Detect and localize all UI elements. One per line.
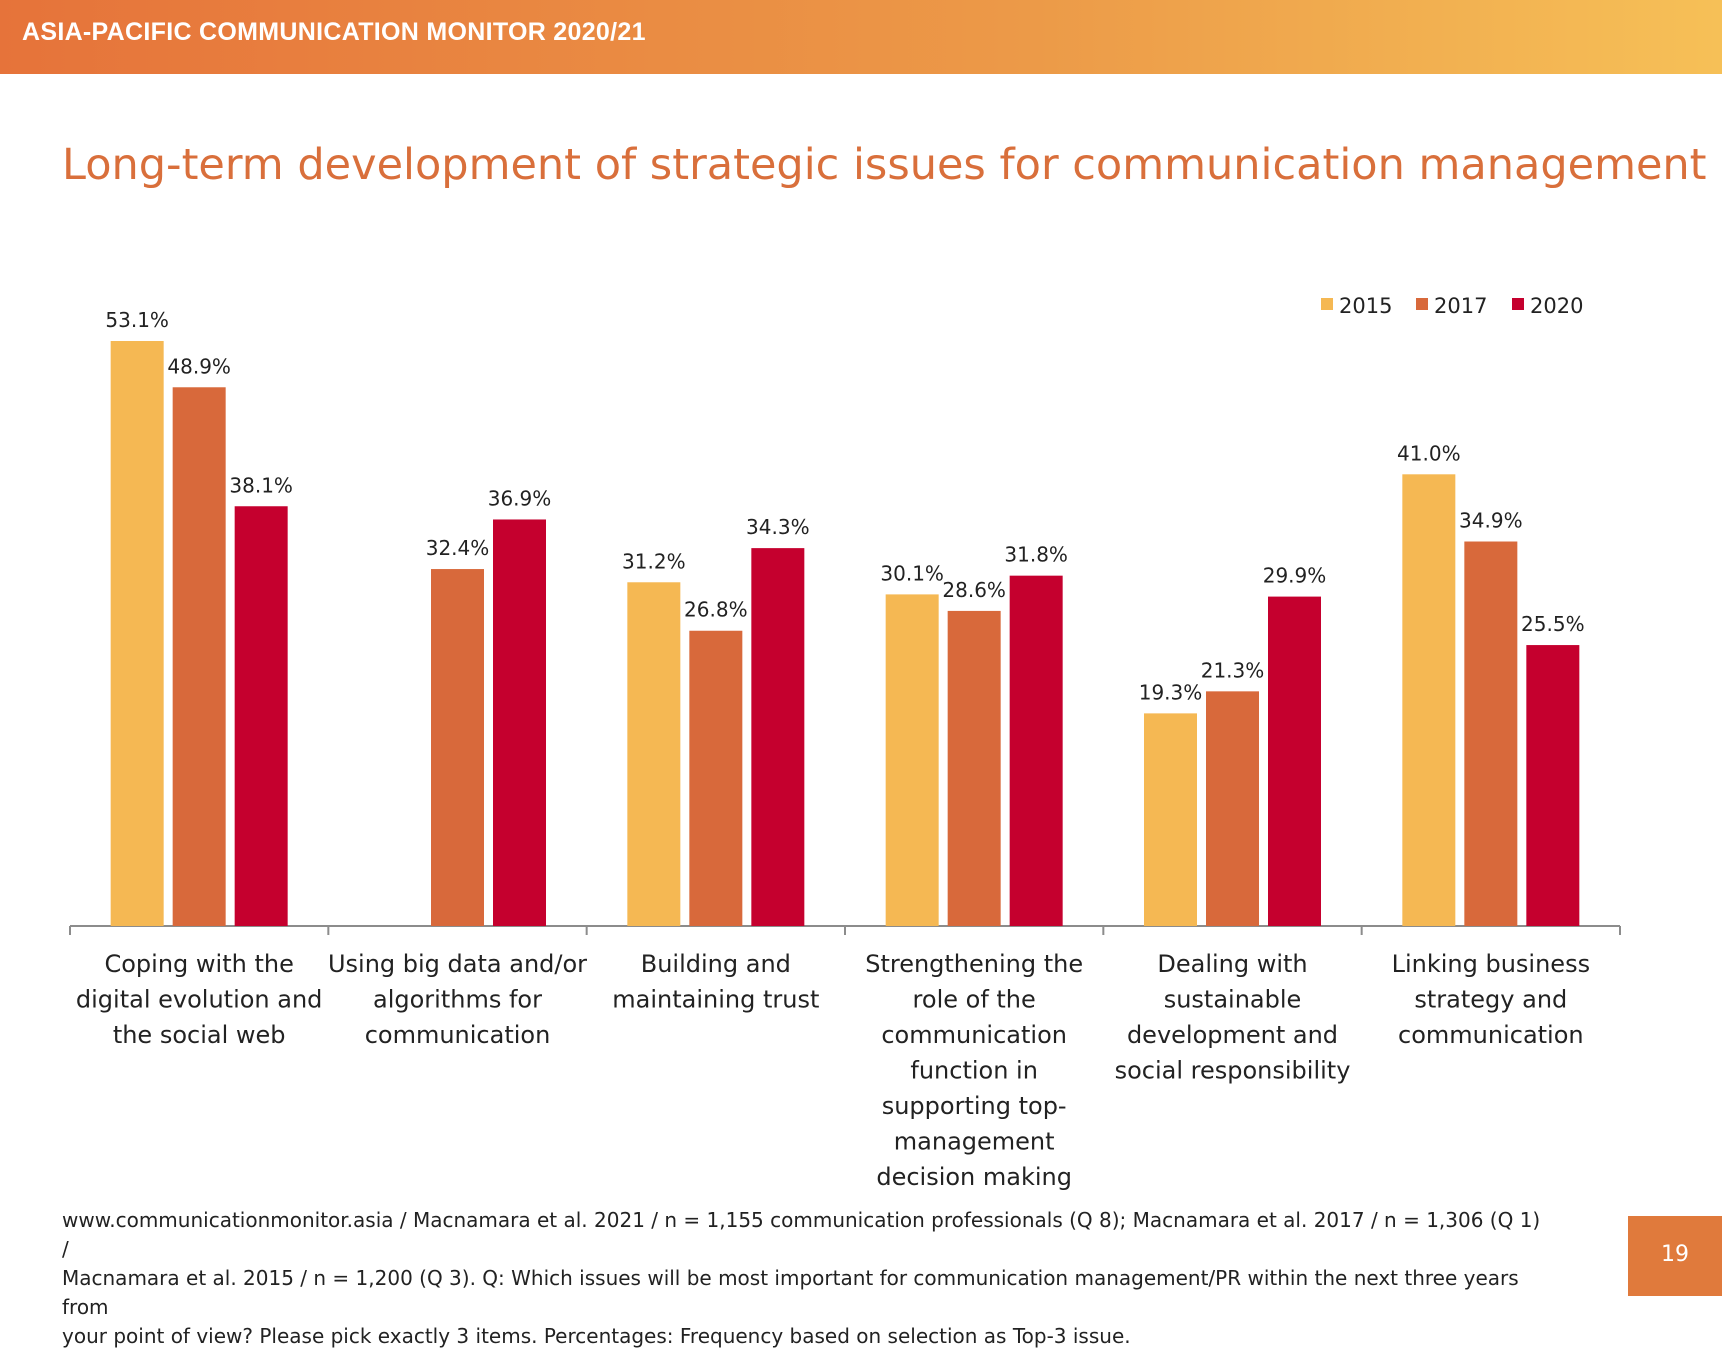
- category-label: the social web: [113, 1021, 286, 1049]
- footnote-line: your point of view? Please pick exactly …: [62, 1324, 1131, 1348]
- category-label: Strengthening the: [865, 950, 1083, 978]
- data-label: 34.9%: [1459, 509, 1523, 533]
- bar-chart: 53.1% 48.9% 38.1% Coping with the digital ev…: [69, 294, 1621, 1191]
- data-label: 38.1%: [229, 473, 293, 497]
- bar-2015: [627, 582, 681, 926]
- data-label: 48.9%: [167, 354, 231, 378]
- category-label: algorithms for: [373, 986, 542, 1014]
- bar-2017: [431, 569, 484, 926]
- category-label: sustainable: [1164, 986, 1302, 1014]
- data-label: 25.5%: [1521, 612, 1585, 636]
- bar-2015: [1402, 474, 1456, 926]
- legend-label: 2015: [1339, 294, 1392, 318]
- data-label: 28.6%: [942, 578, 1006, 602]
- data-label: 53.1%: [105, 308, 169, 332]
- data-label: 34.3%: [746, 515, 810, 539]
- footnote: www.communicationmonitor.asia / Macnamar…: [62, 1206, 1542, 1351]
- header-bar: ASIA-PACIFIC COMMUNICATION MONITOR 2020/…: [0, 0, 1722, 74]
- footnote-line: Macnamara et al. 2015 / n = 1,200 (Q 3).…: [62, 1266, 1519, 1319]
- data-label: 32.4%: [426, 536, 490, 560]
- page-number: 19: [1661, 1242, 1689, 1267]
- category-label: communication: [365, 1021, 551, 1049]
- footnote-line: www.communicationmonitor.asia / Macnamar…: [62, 1208, 1541, 1261]
- bar-2020: [493, 519, 546, 926]
- bar-2017: [172, 387, 226, 926]
- legend-label: 2020: [1530, 294, 1583, 318]
- bar-2017: [1206, 691, 1259, 926]
- category-label: digital evolution and: [76, 986, 323, 1014]
- bar-2020: [751, 548, 805, 926]
- data-label: 36.9%: [488, 486, 552, 510]
- category-label: communication: [1398, 1021, 1584, 1049]
- category-label: role of the: [913, 986, 1036, 1014]
- legend-swatch-2015: [1321, 298, 1333, 310]
- data-label: 31.2%: [622, 549, 686, 573]
- bar-2020: [1268, 596, 1321, 926]
- category-label: communication: [881, 1021, 1067, 1049]
- bar-2015: [885, 594, 939, 926]
- data-label: 21.3%: [1201, 658, 1265, 682]
- legend-swatch-2017: [1416, 298, 1428, 310]
- bar-2017: [947, 610, 1001, 926]
- category-label: Coping with the: [104, 950, 293, 978]
- category-label: development and: [1127, 1021, 1338, 1049]
- bar-2020: [1526, 645, 1580, 926]
- data-label: 31.8%: [1004, 543, 1068, 567]
- category-label: social responsibility: [1115, 1057, 1351, 1085]
- category-label: Dealing with: [1157, 950, 1307, 978]
- category-label: management: [894, 1128, 1055, 1156]
- legend-swatch-2020: [1512, 298, 1524, 310]
- header-title: ASIA-PACIFIC COMMUNICATION MONITOR 2020/…: [22, 18, 646, 46]
- category-label: Building and: [641, 950, 791, 978]
- category-label: Linking business: [1392, 950, 1591, 978]
- category-label: supporting top-: [882, 1092, 1067, 1120]
- bar-2015: [110, 341, 164, 926]
- category-label: Using big data and/or: [328, 950, 587, 978]
- bar-2020: [1009, 575, 1063, 926]
- bar-2015: [1144, 713, 1197, 926]
- data-label: 19.3%: [1139, 680, 1203, 704]
- slide-title: Long-term development of strategic issue…: [62, 140, 1707, 190]
- data-label: 29.9%: [1263, 564, 1327, 588]
- bar-2017: [689, 630, 743, 926]
- category-label: function in: [910, 1057, 1038, 1085]
- page-number-box: 19: [1628, 1216, 1722, 1296]
- data-label: 30.1%: [880, 561, 944, 585]
- category-label: strategy and: [1414, 986, 1567, 1014]
- category-label: decision making: [876, 1163, 1072, 1191]
- bar-2017: [1464, 541, 1518, 926]
- data-label: 26.8%: [684, 598, 748, 622]
- data-label: 41.0%: [1397, 441, 1461, 465]
- bar-2020: [234, 506, 288, 926]
- category-label: maintaining trust: [612, 986, 819, 1014]
- legend-label: 2017: [1434, 294, 1487, 318]
